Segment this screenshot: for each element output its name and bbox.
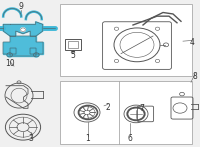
Text: 9: 9 [19, 2, 23, 11]
Circle shape [34, 53, 39, 57]
Text: 1: 1 [86, 134, 90, 143]
Text: 6: 6 [128, 134, 132, 143]
Circle shape [7, 53, 12, 57]
Text: 7: 7 [140, 103, 144, 113]
Text: 10: 10 [5, 59, 15, 69]
FancyBboxPatch shape [60, 81, 192, 144]
Polygon shape [3, 36, 43, 56]
Text: 5: 5 [71, 51, 75, 60]
Text: 4: 4 [190, 38, 194, 47]
FancyBboxPatch shape [60, 4, 192, 76]
Text: 3: 3 [29, 134, 33, 143]
Circle shape [21, 28, 25, 31]
Text: 2: 2 [106, 103, 110, 112]
Text: 8: 8 [193, 72, 197, 81]
Polygon shape [3, 22, 43, 36]
